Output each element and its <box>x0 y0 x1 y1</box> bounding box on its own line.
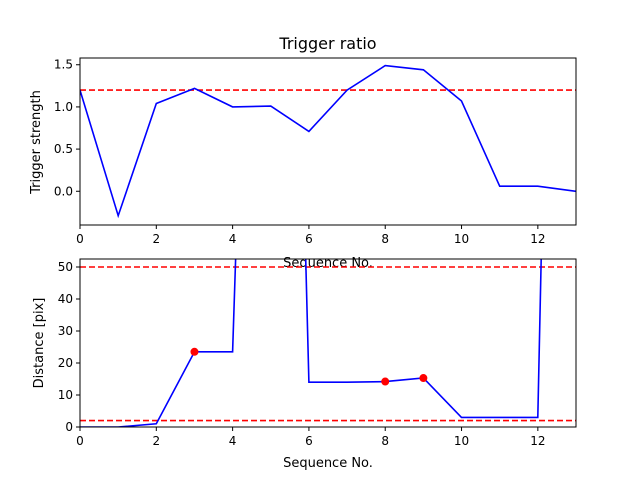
y-tick-label-0-0: 0.0 <box>54 184 73 198</box>
plot-area-0 <box>80 64 576 219</box>
x-tick-label-0-2: 4 <box>229 232 237 246</box>
x-tick-label-1-2: 4 <box>229 434 237 448</box>
y-tick-label-1-5: 50 <box>58 260 73 274</box>
marker-point-1-0 <box>190 347 199 356</box>
y-tick-label-0-3: 1.5 <box>54 58 73 72</box>
x-tick-label-0-4: 8 <box>381 232 389 246</box>
x-tick-label-1-5: 10 <box>454 434 469 448</box>
x-axis-label-1: Sequence No. <box>283 456 373 471</box>
x-tick-label-1-1: 2 <box>152 434 160 448</box>
x-tick-label-1-0: 0 <box>76 434 84 448</box>
chart-title-0: Trigger ratio <box>278 34 376 53</box>
y-axis-label-0: Trigger strength <box>29 90 44 195</box>
x-axis-label-0: Sequence No. <box>283 256 373 271</box>
x-tick-label-0-6: 12 <box>530 232 545 246</box>
marker-point-1-2 <box>419 374 428 383</box>
axes-frame-0 <box>79 57 577 226</box>
axes-frame-1 <box>79 258 577 428</box>
y-axis-label-1: Distance [pix] <box>32 298 47 389</box>
y-tick-label-1-2: 20 <box>58 356 73 370</box>
y-tick-label-0-2: 1.0 <box>54 100 73 114</box>
y-tick-label-1-1: 10 <box>58 388 73 402</box>
marker-point-1-1 <box>381 377 390 386</box>
x-tick-label-1-6: 12 <box>530 434 545 448</box>
x-tick-label-1-4: 8 <box>381 434 389 448</box>
series-line-0-0 <box>80 64 576 219</box>
x-tick-label-0-0: 0 <box>76 232 84 246</box>
x-tick-label-0-3: 6 <box>305 232 313 246</box>
plot-area-1 <box>80 259 576 427</box>
y-tick-label-1-3: 30 <box>58 324 73 338</box>
y-tick-label-1-0: 0 <box>65 420 73 434</box>
x-tick-label-0-5: 10 <box>454 232 469 246</box>
x-tick-label-0-1: 2 <box>152 232 160 246</box>
series-line-1-0 <box>80 259 542 427</box>
y-tick-label-1-4: 40 <box>58 292 73 306</box>
y-tick-label-0-1: 0.5 <box>54 142 73 156</box>
x-tick-label-1-3: 6 <box>305 434 313 448</box>
